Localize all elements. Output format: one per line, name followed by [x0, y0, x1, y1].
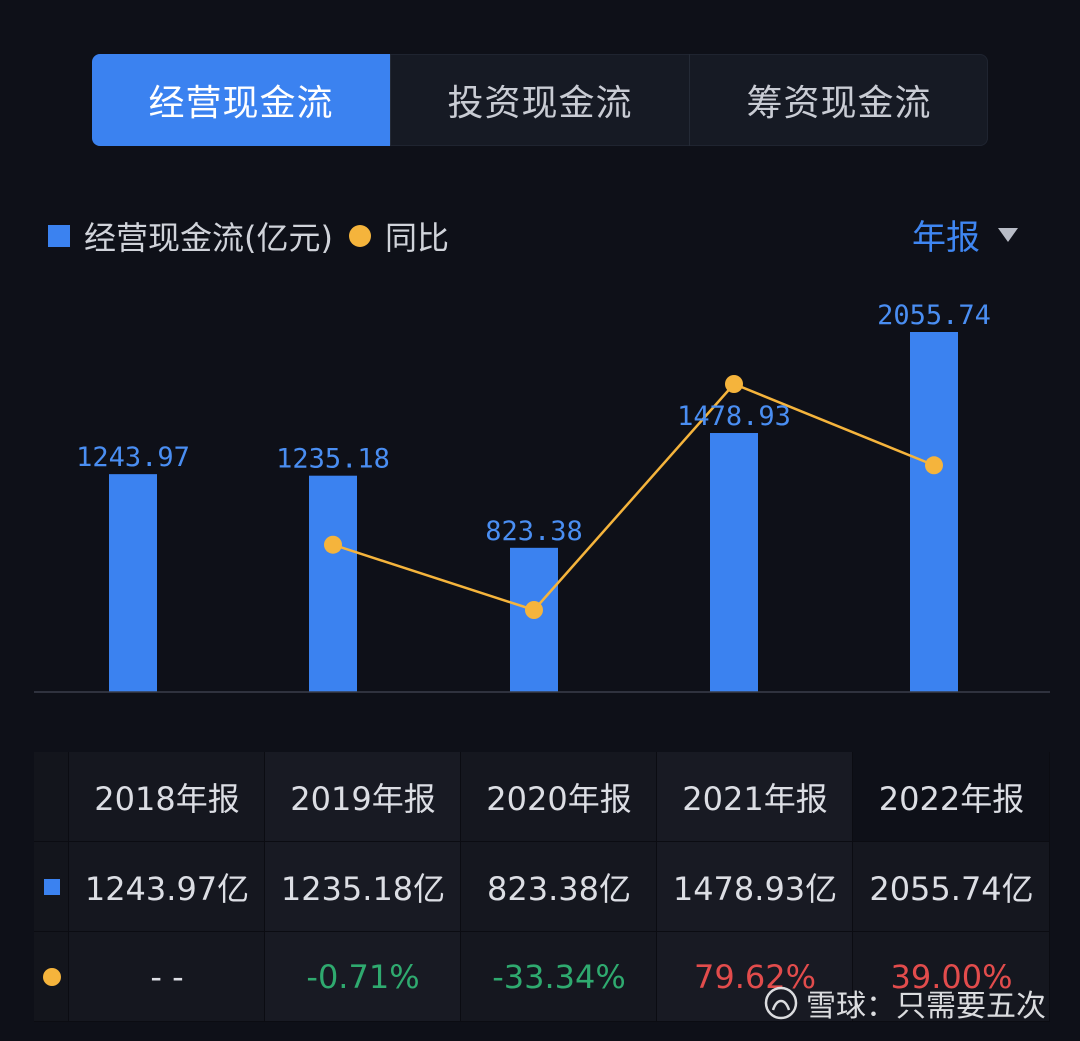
table-header: 2021年报: [657, 752, 853, 842]
legend-bar-swatch: [48, 225, 70, 247]
bar-2020年报[interactable]: [510, 547, 558, 692]
cashflow-tabs: 经营现金流 投资现金流 筹资现金流: [92, 54, 988, 146]
snowball-logo-icon: [764, 986, 798, 1020]
bar-marker-icon: [43, 879, 60, 895]
table-cell-value: 1243.97亿: [69, 842, 265, 932]
table-cell-value: 2055.74亿: [853, 842, 1050, 932]
tab-operating-cashflow[interactable]: 经营现金流: [92, 54, 390, 146]
table-cell-value: 1235.18亿: [265, 842, 461, 932]
period-selector[interactable]: 年报: [912, 210, 1018, 259]
table-cell-value: 823.38亿: [461, 842, 657, 932]
bar-value-label: 1243.97: [76, 442, 190, 473]
table-header: 2022年报: [853, 752, 1050, 842]
table-cell-yoy: -33.34%: [461, 932, 657, 1022]
table-header: 2020年报: [461, 752, 657, 842]
bar-series: [109, 332, 958, 692]
yoy-points: [324, 375, 943, 619]
bar-value-label: 1478.93: [677, 401, 791, 432]
table-cell-value: 1478.93亿: [657, 842, 853, 932]
table-corner: [34, 752, 69, 842]
table-cell-yoy: 39.00%: [853, 932, 1050, 1022]
bar-2018年报[interactable]: [109, 474, 157, 692]
legend-line-swatch: [348, 225, 371, 247]
period-selector-label: 年报: [912, 218, 980, 258]
chevron-down-icon: [998, 227, 1018, 242]
tab-financing-cashflow[interactable]: 筹资现金流: [689, 54, 988, 146]
line-marker-icon: [42, 968, 61, 986]
yoy-point-2019年报[interactable]: [324, 535, 342, 554]
yoy-line: [332, 382, 935, 612]
yoy-point-2022年报[interactable]: [925, 456, 943, 475]
row-marker-line: [34, 932, 69, 1022]
bar-value-label: 823.38: [485, 516, 583, 547]
table-header: 2018年报: [69, 752, 265, 842]
bar-2019年报[interactable]: [309, 475, 357, 692]
yoy-point-2021年报[interactable]: [725, 375, 743, 393]
data-table: 2018年报 2019年报 2020年报 2021年报 2022年报 1243.…: [34, 752, 1050, 1022]
table-cell-yoy: 79.62%: [657, 932, 853, 1022]
bar-value-label: 2055.74: [877, 300, 991, 331]
tab-investing-cashflow[interactable]: 投资现金流: [390, 54, 689, 146]
watermark: 雪球：只需要五次: [764, 981, 1046, 1025]
table-cell-yoy: -0.71%: [265, 932, 461, 1022]
bar-value-label: 1235.18: [276, 444, 390, 475]
chart-legend: 经营现金流(亿元) 同比: [48, 212, 449, 260]
legend-line-label: 同比: [384, 219, 449, 257]
bar-2021年报[interactable]: [710, 433, 758, 692]
bar-value-labels: 1243.97 1235.18 823.38 1478.93 2055.74: [76, 300, 991, 547]
table-header: 2019年报: [265, 752, 461, 842]
watermark-text: 雪球：只需要五次: [806, 989, 1046, 1024]
row-marker-bar: [34, 842, 69, 932]
legend-bar-label: 经营现金流(亿元): [84, 219, 333, 257]
table-cell-yoy: - -: [69, 932, 265, 1022]
bar-2022年报[interactable]: [910, 332, 958, 692]
yoy-point-2020年报[interactable]: [525, 601, 543, 619]
cashflow-chart: 1243.97 1235.18 823.38 1478.93 2055.74: [34, 300, 1050, 693]
